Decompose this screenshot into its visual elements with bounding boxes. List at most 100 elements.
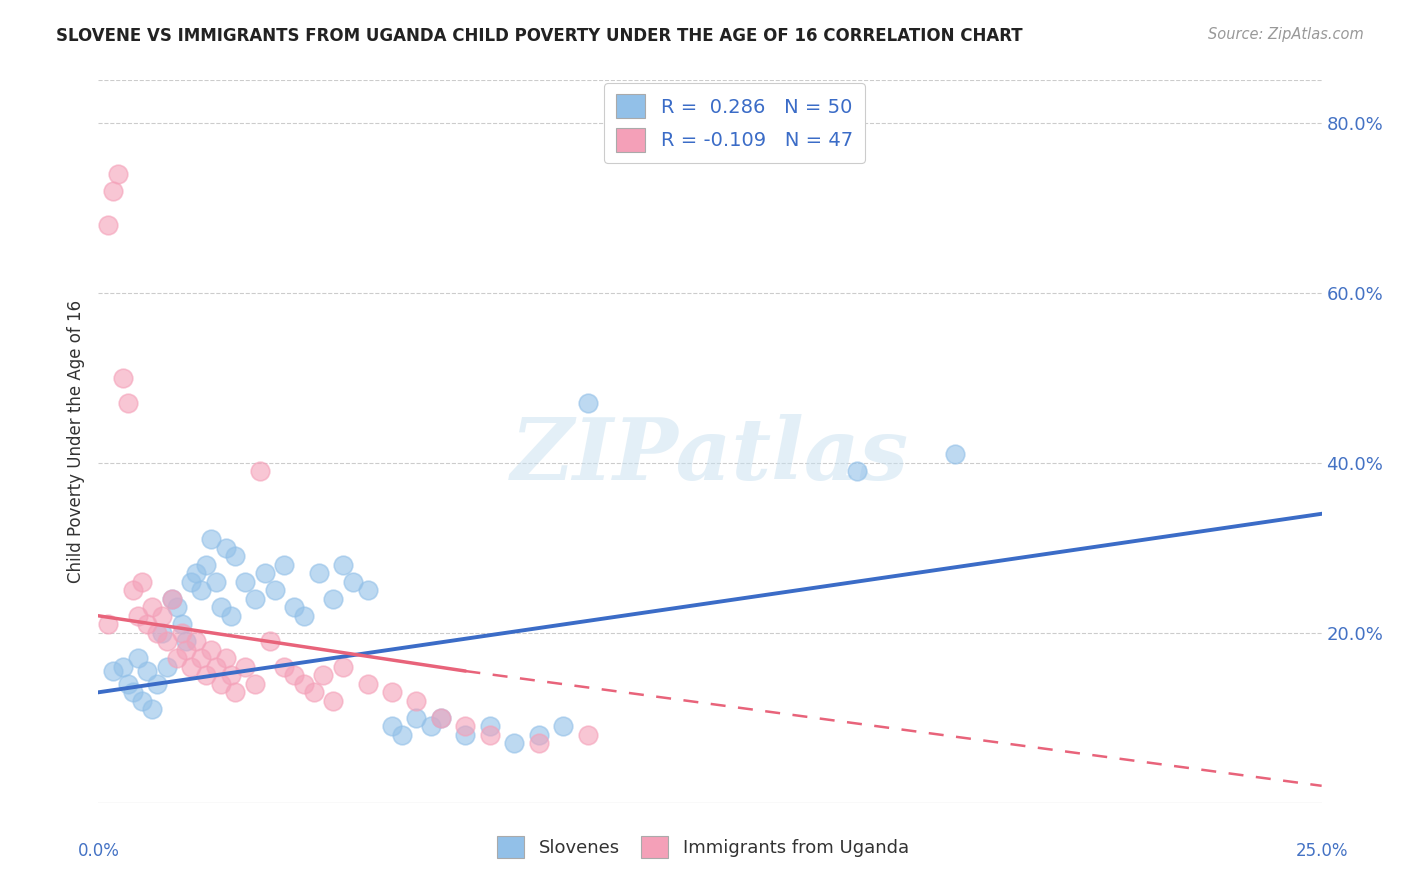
Point xyxy=(312,668,335,682)
Point xyxy=(454,728,477,742)
Point xyxy=(200,533,222,547)
Point xyxy=(243,591,266,606)
Point xyxy=(430,711,453,725)
Point xyxy=(166,600,188,615)
Point xyxy=(131,694,153,708)
Point xyxy=(332,558,354,572)
Text: 25.0%: 25.0% xyxy=(1295,842,1348,860)
Point xyxy=(273,558,295,572)
Point xyxy=(243,677,266,691)
Point xyxy=(190,651,212,665)
Point xyxy=(503,736,526,750)
Point xyxy=(454,719,477,733)
Point xyxy=(219,608,242,623)
Point xyxy=(576,728,599,742)
Point xyxy=(107,167,129,181)
Point xyxy=(127,608,149,623)
Point xyxy=(121,583,143,598)
Point xyxy=(101,184,124,198)
Point xyxy=(160,591,183,606)
Text: SLOVENE VS IMMIGRANTS FROM UGANDA CHILD POVERTY UNDER THE AGE OF 16 CORRELATION : SLOVENE VS IMMIGRANTS FROM UGANDA CHILD … xyxy=(56,27,1024,45)
Text: 0.0%: 0.0% xyxy=(77,842,120,860)
Point xyxy=(186,634,208,648)
Point xyxy=(170,625,193,640)
Point xyxy=(127,651,149,665)
Point xyxy=(209,677,232,691)
Point xyxy=(150,608,173,623)
Text: ZIPatlas: ZIPatlas xyxy=(510,414,910,498)
Point xyxy=(205,660,228,674)
Point xyxy=(146,625,169,640)
Point xyxy=(381,685,404,699)
Point xyxy=(121,685,143,699)
Legend: R =  0.286   N = 50, R = -0.109   N = 47: R = 0.286 N = 50, R = -0.109 N = 47 xyxy=(605,83,865,163)
Point xyxy=(302,685,325,699)
Point xyxy=(131,574,153,589)
Point xyxy=(176,634,198,648)
Point xyxy=(263,583,285,598)
Point xyxy=(233,574,256,589)
Point xyxy=(166,651,188,665)
Point xyxy=(160,591,183,606)
Point xyxy=(136,664,159,678)
Point xyxy=(170,617,193,632)
Point xyxy=(292,608,315,623)
Point xyxy=(381,719,404,733)
Point xyxy=(308,566,330,581)
Point xyxy=(176,642,198,657)
Point xyxy=(180,660,202,674)
Point xyxy=(405,694,427,708)
Point xyxy=(224,685,246,699)
Legend: Slovenes, Immigrants from Uganda: Slovenes, Immigrants from Uganda xyxy=(489,829,917,865)
Point xyxy=(233,660,256,674)
Text: Source: ZipAtlas.com: Source: ZipAtlas.com xyxy=(1208,27,1364,42)
Point xyxy=(200,642,222,657)
Point xyxy=(845,464,868,478)
Point xyxy=(283,600,305,615)
Point xyxy=(391,728,413,742)
Point xyxy=(253,566,276,581)
Point xyxy=(405,711,427,725)
Point xyxy=(146,677,169,691)
Point xyxy=(214,541,236,555)
Point xyxy=(420,719,443,733)
Point xyxy=(205,574,228,589)
Point xyxy=(97,617,120,632)
Point xyxy=(150,625,173,640)
Y-axis label: Child Poverty Under the Age of 16: Child Poverty Under the Age of 16 xyxy=(66,300,84,583)
Point xyxy=(356,677,378,691)
Point xyxy=(195,668,218,682)
Point xyxy=(180,574,202,589)
Point xyxy=(97,218,120,232)
Point xyxy=(224,549,246,564)
Point xyxy=(117,677,139,691)
Point xyxy=(156,660,179,674)
Point xyxy=(111,660,134,674)
Point xyxy=(943,447,966,461)
Point xyxy=(527,728,550,742)
Point xyxy=(430,711,453,725)
Point xyxy=(322,591,344,606)
Point xyxy=(190,583,212,598)
Point xyxy=(553,719,575,733)
Point xyxy=(136,617,159,632)
Point xyxy=(332,660,354,674)
Point xyxy=(209,600,232,615)
Point xyxy=(186,566,208,581)
Point xyxy=(195,558,218,572)
Point xyxy=(214,651,236,665)
Point xyxy=(156,634,179,648)
Point xyxy=(478,728,501,742)
Point xyxy=(478,719,501,733)
Point xyxy=(283,668,305,682)
Point xyxy=(322,694,344,708)
Point xyxy=(117,396,139,410)
Point xyxy=(141,702,163,716)
Point xyxy=(219,668,242,682)
Point xyxy=(292,677,315,691)
Point xyxy=(527,736,550,750)
Point xyxy=(101,664,124,678)
Point xyxy=(141,600,163,615)
Point xyxy=(249,464,271,478)
Point xyxy=(273,660,295,674)
